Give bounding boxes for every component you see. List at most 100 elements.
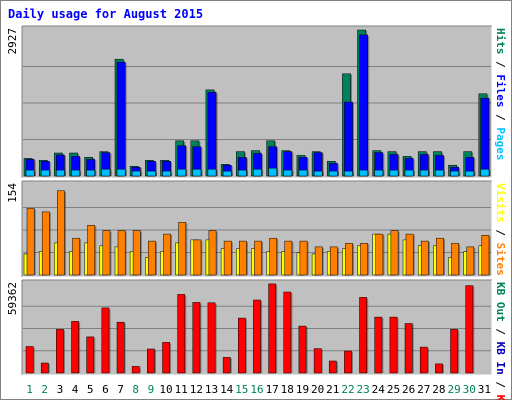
bar-shadow — [64, 191, 66, 275]
day-label-25: 25 — [387, 383, 400, 396]
bar-kbytes-day-27 — [419, 346, 428, 374]
day-label-21: 21 — [326, 383, 339, 396]
bar-shadow — [216, 93, 218, 176]
bar-shadow — [34, 171, 36, 176]
bar-sites-day-8 — [132, 230, 141, 276]
bar-sites-day-23 — [360, 243, 368, 276]
bar-sites-day-31 — [481, 235, 490, 276]
bar-pages-day-23 — [359, 169, 368, 177]
bar-shadow — [322, 247, 324, 275]
panel-legend: KB Out / KB In / KB F — [494, 282, 507, 400]
bar-shadow — [489, 99, 491, 176]
bar-kbytes-day-12 — [192, 302, 201, 374]
bar-pages-day-14 — [222, 170, 232, 177]
bar-shadow — [307, 171, 309, 176]
bar-files-day-7 — [116, 61, 126, 177]
bar-shadow — [216, 170, 218, 176]
bar-sites-day-5 — [87, 225, 96, 276]
legend-entry: KB Out — [494, 282, 507, 322]
bar-kbytes-day-15 — [238, 317, 246, 374]
legend-entry: / — [494, 223, 507, 243]
legend-entry: Pages — [494, 127, 507, 160]
bar-shadow — [352, 172, 354, 176]
bar-kbytes-day-17 — [268, 283, 277, 374]
bar-shadow — [398, 155, 400, 176]
bar-shadow — [139, 367, 141, 373]
bar-pages-day-11 — [177, 168, 187, 177]
day-label-24: 24 — [372, 383, 386, 396]
bar-shadow — [94, 226, 97, 275]
bar-sites-day-1 — [26, 208, 35, 276]
bar-shadow — [275, 284, 278, 373]
bar-shadow — [200, 170, 203, 176]
bar-shadow — [231, 172, 233, 176]
bar-kbytes-day-8 — [131, 366, 140, 374]
bar-shadow — [458, 172, 461, 176]
bar-shadow — [489, 170, 491, 176]
bar-sites-day-14 — [223, 240, 232, 276]
bar-files-day-13 — [207, 92, 217, 177]
bar-shadow — [155, 242, 157, 275]
bar-pages-day-2 — [40, 169, 50, 177]
bar-sites-day-10 — [163, 233, 171, 276]
day-label-18: 18 — [281, 383, 294, 396]
bar-shadow — [49, 212, 51, 275]
bar-sites-day-19 — [299, 240, 308, 276]
day-label-30: 30 — [463, 383, 476, 396]
bar-shadow — [489, 236, 491, 275]
legend-entry: KB In — [494, 342, 507, 375]
bar-sites-day-25 — [390, 230, 399, 276]
bar-kbytes-day-11 — [177, 294, 186, 374]
bar-shadow — [155, 162, 157, 176]
bar-shadow — [154, 350, 156, 373]
bar-shadow — [185, 170, 188, 176]
bar-kbytes-day-25 — [389, 316, 398, 374]
bar-pages-day-8 — [131, 170, 141, 177]
bar-shadow — [231, 166, 233, 176]
legend-entry: Files — [494, 74, 507, 107]
bar-shadow — [473, 247, 476, 275]
bar-kbytes-day-16 — [253, 299, 261, 374]
bar-shadow — [428, 242, 430, 275]
bar-kbytes-day-13 — [207, 302, 216, 374]
bar-shadow — [125, 63, 127, 176]
legend-entry: Sites — [494, 243, 507, 276]
bar-kbytes-day-2 — [40, 362, 49, 374]
bar-pages-day-17 — [268, 167, 278, 177]
bar-sites-day-15 — [239, 240, 247, 276]
bar-shadow — [413, 171, 415, 176]
legend-entry: Hits — [494, 28, 507, 55]
panel-legend: Visits / Sites — [494, 183, 507, 276]
bar-pages-day-30 — [465, 170, 475, 177]
bar-shadow — [215, 303, 217, 373]
bar-shadow — [246, 242, 248, 275]
bar-shadow — [110, 170, 112, 176]
bar-shadow — [33, 347, 35, 373]
bar-sites-day-2 — [41, 211, 50, 276]
bar-shadow — [366, 298, 369, 373]
bar-shadow — [276, 147, 279, 176]
bar-shadow — [428, 171, 430, 176]
bar-shadow — [245, 319, 247, 373]
bar-shadow — [458, 244, 461, 275]
bar-shadow — [336, 362, 338, 373]
day-label-29: 29 — [447, 383, 460, 396]
day-label-31: 31 — [478, 383, 491, 396]
legend-entry: / — [494, 322, 507, 342]
bar-sites-day-4 — [72, 237, 80, 276]
bar-shadow — [140, 168, 142, 176]
bar-shadow — [473, 158, 476, 176]
bar-shadow — [246, 158, 248, 176]
bar-pages-day-9 — [147, 170, 156, 177]
bar-shadow — [185, 223, 188, 275]
day-label-5: 5 — [87, 383, 94, 396]
legend-entry: KB F — [494, 395, 507, 400]
bar-pages-day-31 — [480, 168, 490, 177]
day-label-26: 26 — [402, 383, 415, 396]
bar-sites-day-6 — [102, 230, 111, 276]
bar-sites-day-13 — [208, 230, 217, 276]
bar-kbytes-day-29 — [450, 329, 458, 374]
bar-kbytes-day-6 — [101, 307, 110, 374]
bar-shadow — [110, 231, 112, 275]
bar-shadow — [381, 318, 384, 373]
